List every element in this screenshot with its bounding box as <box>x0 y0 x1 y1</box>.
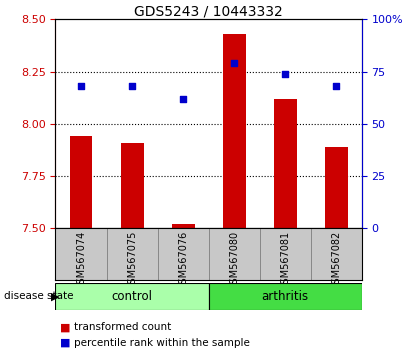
Text: ■: ■ <box>60 338 70 348</box>
Point <box>333 84 339 89</box>
Title: GDS5243 / 10443332: GDS5243 / 10443332 <box>134 4 283 18</box>
Bar <box>274 99 297 228</box>
Text: percentile rank within the sample: percentile rank within the sample <box>74 338 250 348</box>
Point <box>78 84 84 89</box>
Text: GSM567075: GSM567075 <box>127 231 137 290</box>
Point <box>282 71 289 76</box>
Point <box>129 84 135 89</box>
Text: GSM567080: GSM567080 <box>229 231 239 290</box>
Bar <box>55 283 209 310</box>
Bar <box>223 34 246 228</box>
Bar <box>209 283 362 310</box>
Text: GSM567082: GSM567082 <box>331 231 341 290</box>
Bar <box>325 147 348 228</box>
Text: disease state: disease state <box>4 291 74 302</box>
Point <box>231 61 238 66</box>
Bar <box>69 136 92 228</box>
Text: ▶: ▶ <box>51 291 60 302</box>
Bar <box>171 224 194 228</box>
Text: GSM567074: GSM567074 <box>76 231 86 290</box>
Text: arthritis: arthritis <box>261 290 309 303</box>
Text: GSM567081: GSM567081 <box>280 231 290 290</box>
Text: ■: ■ <box>60 322 70 332</box>
Point <box>180 96 186 102</box>
Bar <box>120 143 143 228</box>
Text: GSM567076: GSM567076 <box>178 231 188 290</box>
Text: control: control <box>111 290 152 303</box>
Text: transformed count: transformed count <box>74 322 171 332</box>
